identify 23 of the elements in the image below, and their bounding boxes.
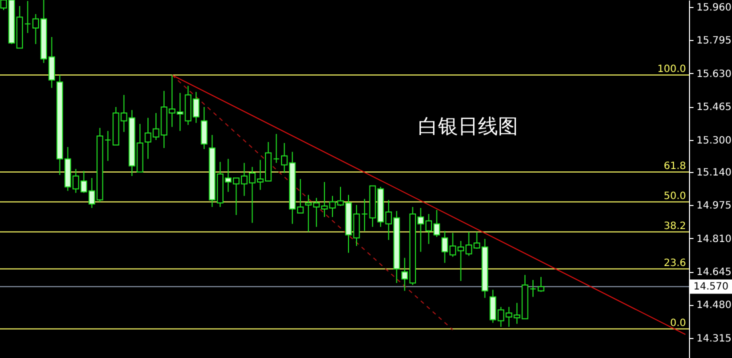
ref-line-label: 14.570 <box>694 282 728 293</box>
annotation: 38.2 <box>664 220 686 232</box>
y-tick-label: 14.810 <box>696 234 732 245</box>
y-tick-label: 14.645 <box>696 267 732 278</box>
candlestick <box>200 106 208 150</box>
candlestick <box>24 0 31 34</box>
candlestick <box>104 130 112 162</box>
y-tick-label: 14.480 <box>696 300 732 312</box>
annotation: 50.0 <box>664 190 686 202</box>
annotation: 白银日线图 <box>418 114 518 138</box>
annotation: 61.8 <box>664 160 686 172</box>
annotation: 23.6 <box>664 258 686 269</box>
y-tick-label: 15.795 <box>696 36 732 47</box>
y-tick-label: 15.630 <box>696 68 732 80</box>
annotation: 0.0 <box>670 318 686 329</box>
annotation: 100.0 <box>657 64 686 76</box>
candlestick <box>273 133 280 164</box>
y-tick-label: 14.315 <box>696 333 732 344</box>
y-tick-label: 15.465 <box>696 102 732 114</box>
y-tick-label: 15.300 <box>696 135 732 146</box>
y-tick-label: 15.960 <box>696 2 732 14</box>
y-tick-label: 14.975 <box>696 200 732 212</box>
y-tick-label: 15.140 <box>696 167 732 178</box>
